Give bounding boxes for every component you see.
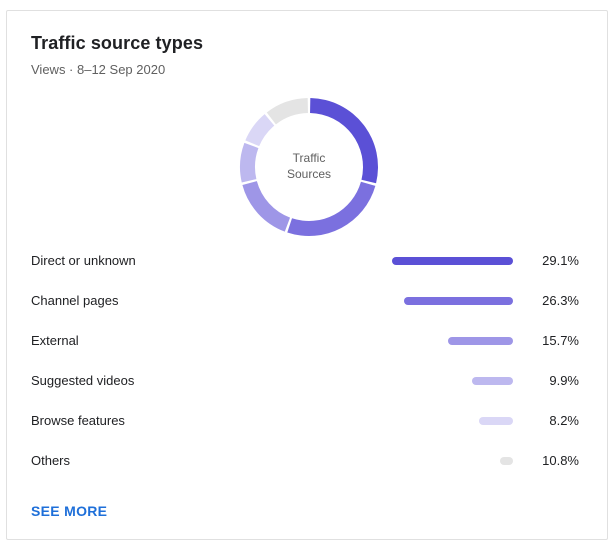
traffic-source-bar-track bbox=[392, 297, 513, 305]
traffic-source-value: 8.2% bbox=[549, 413, 579, 428]
traffic-source-bar bbox=[392, 257, 513, 265]
traffic-source-label: External bbox=[31, 333, 79, 348]
traffic-source-label: Channel pages bbox=[31, 293, 119, 308]
donut-center-label-2: Sources bbox=[287, 167, 331, 181]
see-more-link[interactable]: SEE MORE bbox=[31, 503, 108, 519]
traffic-source-bar bbox=[403, 297, 513, 305]
traffic-source-bar bbox=[500, 457, 513, 465]
traffic-source-label: Direct or unknown bbox=[31, 253, 136, 268]
traffic-source-bar bbox=[447, 337, 513, 345]
traffic-source-label: Suggested videos bbox=[31, 373, 135, 388]
traffic-source-value: 29.1% bbox=[542, 253, 579, 268]
traffic-source-value: 9.9% bbox=[549, 373, 579, 388]
donut-chart: Traffic Sources bbox=[240, 98, 378, 237]
donut-center-label-1: Traffic bbox=[293, 151, 326, 165]
donut-slice[interactable] bbox=[266, 98, 308, 125]
traffic-source-label: Browse features bbox=[31, 413, 125, 428]
traffic-source-row: Suggested videos 9.9% bbox=[31, 372, 579, 392]
donut-slice[interactable] bbox=[287, 181, 376, 237]
traffic-source-bar-track bbox=[392, 337, 513, 345]
traffic-source-value: 10.8% bbox=[542, 453, 579, 468]
traffic-source-bar-track bbox=[392, 417, 513, 425]
card-title: Traffic source types bbox=[31, 33, 204, 53]
card-subtitle: Views · 8–12 Sep 2020 bbox=[31, 62, 166, 77]
traffic-source-row: Others 10.8% bbox=[31, 452, 579, 472]
traffic-source-bar bbox=[478, 417, 513, 425]
traffic-source-row: Browse features 8.2% bbox=[31, 412, 579, 432]
donut-slice[interactable] bbox=[310, 98, 378, 184]
traffic-source-label: Others bbox=[31, 453, 71, 468]
donut-slice[interactable] bbox=[245, 114, 275, 147]
traffic-source-bar-track bbox=[392, 377, 513, 385]
traffic-source-value: 15.7% bbox=[542, 333, 579, 348]
donut-slice[interactable] bbox=[240, 142, 259, 183]
donut-slice[interactable] bbox=[242, 181, 291, 232]
traffic-source-row: External 15.7% bbox=[31, 332, 579, 352]
traffic-source-bar bbox=[471, 377, 513, 385]
traffic-source-bar-track bbox=[392, 257, 513, 265]
traffic-source-value: 26.3% bbox=[542, 293, 579, 308]
traffic-source-row: Channel pages 26.3% bbox=[31, 292, 579, 312]
traffic-source-card: Traffic source types Views · 8–12 Sep 20… bbox=[6, 10, 608, 540]
traffic-source-row: Direct or unknown 29.1% bbox=[31, 252, 579, 272]
traffic-source-bar-track bbox=[392, 457, 513, 465]
